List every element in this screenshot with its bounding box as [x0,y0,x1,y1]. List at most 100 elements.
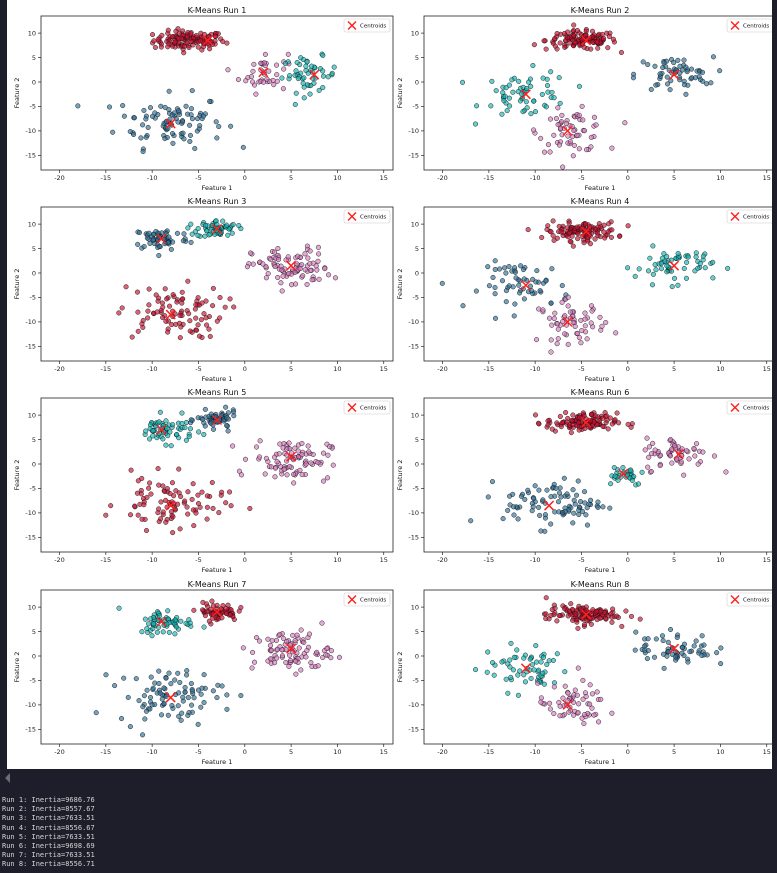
centroid-marker [165,500,176,511]
data-point [570,243,576,249]
legend-label: Centroids [743,24,769,30]
data-point [274,78,280,84]
collapse-arrow-icon[interactable] [5,773,10,783]
data-point [176,713,182,719]
data-point [187,138,193,144]
y-tick-label: 5 [415,54,419,62]
data-point [326,272,332,278]
data-point [664,263,670,269]
data-point [161,685,167,691]
data-point [308,660,314,666]
data-point [198,704,204,710]
data-point [129,334,135,340]
data-point [197,123,203,129]
data-point [508,674,514,680]
data-point [264,76,270,82]
data-point [587,701,593,707]
data-point [293,68,299,74]
x-tick-label: 15 [763,174,771,182]
data-point [695,461,701,467]
data-point [677,63,683,69]
data-point [225,67,231,73]
data-point [150,685,156,691]
data-point [512,301,518,307]
data-point [273,637,279,643]
data-point [562,313,568,319]
y-tick-label: 5 [32,54,36,62]
data-point [575,665,581,671]
data-point [611,465,617,471]
centroid-marker [520,663,531,674]
data-point [548,521,554,527]
data-point [506,82,512,88]
data-point [152,44,158,50]
data-point [204,516,210,522]
data-point [325,452,331,458]
data-point [566,220,572,226]
data-point [659,633,666,639]
x-tick-label: 10 [333,174,341,182]
data-point [135,512,141,518]
data-point [534,268,540,274]
data-point [294,59,300,66]
data-point [201,699,207,706]
data-point [597,615,603,621]
data-point [172,631,178,637]
y-tick-label: 10 [411,29,419,37]
x-tick-label: -5 [578,174,584,182]
data-point [163,418,169,424]
data-point [700,78,706,84]
data-point [665,639,671,645]
y-axis-label: Feature 2 [396,269,404,300]
data-point [575,478,581,484]
data-point [516,78,522,84]
y-axis-label: Feature 2 [13,460,21,491]
data-point [160,629,166,635]
subplot-8: K-Means Run 8 -20 -15 -10 -5 0 5 10 15 -15 -10 -5 0 5… [396,580,772,766]
data-point [602,235,608,241]
data-point [554,420,560,426]
centroid-marker [165,118,176,129]
data-point [195,44,201,50]
data-point [127,129,133,135]
subplot-7: K-Means Run 7 -20 -15 -10 -5 0 5 10 15 -15 -10 -5 0 5… [13,580,394,766]
data-point [515,692,521,698]
data-point [309,63,315,69]
data-point [503,288,509,294]
data-point [574,132,580,138]
data-point [166,629,172,635]
data-point [661,251,667,257]
data-point [541,681,547,687]
data-point [327,444,333,450]
y-tick-label: 0 [415,652,419,660]
data-point [572,323,578,329]
data-point [473,667,479,673]
data-point [516,282,522,288]
data-point [502,93,508,99]
data-point [281,66,287,72]
data-point [235,77,241,83]
data-point [146,485,152,491]
data-point [540,654,546,660]
data-point [518,263,524,269]
y-tick-label: -5 [30,103,36,111]
data-point [614,410,620,416]
y-tick-label: 0 [32,269,36,277]
output-line: Run 6: Inertia=9698.69 [2,842,95,851]
data-point [642,447,648,453]
data-point [669,446,675,452]
data-point [183,103,189,109]
data-point [489,479,495,485]
x-tick-label: -15 [484,174,495,182]
data-point [206,232,212,238]
x-tick-label: 15 [763,365,771,373]
data-point [577,414,583,420]
centroid-marker [581,226,592,237]
scatter-points [468,409,729,534]
data-point [223,500,229,506]
data-point [174,230,180,236]
data-point [315,258,321,264]
data-point [278,280,284,286]
data-point [563,120,569,126]
data-point [299,472,305,478]
